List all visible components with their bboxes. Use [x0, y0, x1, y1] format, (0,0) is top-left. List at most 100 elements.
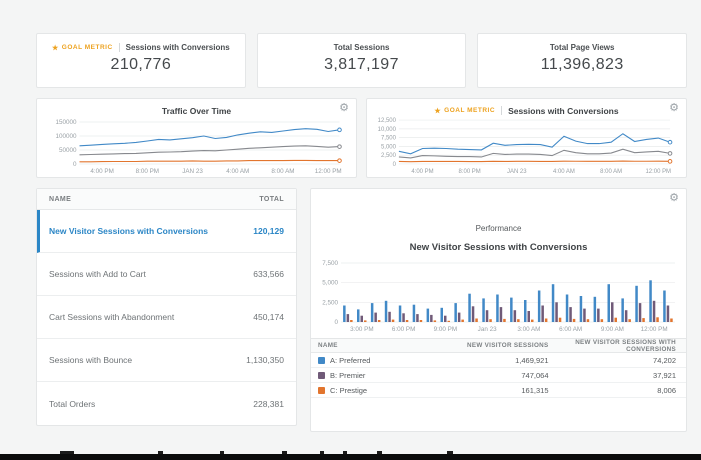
svg-text:JAN 23: JAN 23 [507, 169, 527, 175]
star-icon: ★ [51, 44, 59, 52]
svg-text:5,000: 5,000 [381, 144, 397, 150]
svg-text:6:00 PM: 6:00 PM [391, 326, 414, 333]
cropped-content-mark [377, 451, 382, 454]
metrics-table: NAME TOTAL New Visitor Sessions with Con… [36, 188, 297, 426]
metrics-table-header: NAME TOTAL [37, 189, 296, 210]
metric-total: 120,129 [253, 226, 284, 236]
chart-title: Sessions with Conversions [508, 105, 619, 116]
kpi-card-total-page-views: Total Page Views 11,396,823 [477, 33, 688, 88]
kpi-card-total-sessions: Total Sessions 3,817,197 [256, 33, 467, 88]
svg-text:4:00 AM: 4:00 AM [553, 169, 575, 175]
star-icon: ★ [434, 107, 442, 115]
kpi-card-label: Sessions with Conversions [125, 43, 230, 52]
metric-total: 228,381 [253, 398, 284, 409]
bar-chart-wrap: 0 2,500 5,000 7,500 3:00 PM 6:00 PM 9:00 PM Jan… [313, 257, 685, 335]
performance-table-header: NAME NEW VISITOR SESSIONS NEW VISITOR SE… [311, 339, 686, 353]
performance-table-body: A: Preferred 1,469,921 74,202 B: Premier 747… [311, 353, 686, 398]
kpi-card-sessions-with-conversions: ★ GOAL METRIC Sessions with Conversions 2… [36, 33, 246, 88]
svg-text:8:00 AM: 8:00 AM [600, 169, 622, 175]
segment-sessions: 161,315 [521, 385, 549, 395]
svg-text:0: 0 [73, 161, 77, 168]
svg-text:9:00 PM: 9:00 PM [433, 326, 456, 333]
new-visitor-sessions-bar-chart[interactable]: 0 2,500 5,000 7,500 3:00 PM 6:00 PM 9:00 PM Jan… [313, 257, 685, 335]
segment-sessions: 747,064 [521, 370, 549, 380]
svg-text:150000: 150000 [55, 119, 77, 126]
metric-total: 1,130,350 [246, 355, 284, 365]
svg-text:2,500: 2,500 [381, 153, 397, 159]
svg-text:JAN 23: JAN 23 [182, 168, 203, 175]
goal-metric-badge: ★ GOAL METRIC [52, 44, 113, 52]
metric-name: New Visitor Sessions with Conversions [49, 226, 209, 236]
svg-text:9:00 AM: 9:00 AM [600, 326, 623, 333]
cropped-content-mark [343, 451, 347, 454]
segment-conversions: 74,202 [653, 355, 676, 365]
svg-text:3:00 AM: 3:00 AM [517, 326, 540, 333]
goal-metric-label: GOAL METRIC [61, 44, 113, 51]
column-header-sessions: NEW VISITOR SESSIONS [467, 342, 549, 349]
segment-row[interactable]: B: Premier 747,064 37,921 [311, 368, 686, 383]
segment-name: C: Prestige [330, 385, 368, 395]
gear-icon[interactable]: ⚙ [669, 192, 679, 204]
segment-name: B: Premier [330, 370, 366, 380]
goal-metric-badge: ★ GOAL METRIC [434, 107, 495, 115]
kpi-card-label: Total Page Views [549, 43, 615, 52]
divider [501, 106, 503, 115]
svg-text:50000: 50000 [59, 147, 77, 154]
traffic-over-time-card: Traffic Over Time ⚙ 0 50000 100000 150000 4:… [36, 98, 357, 178]
column-header-total: TOTAL [259, 195, 284, 203]
svg-text:100000: 100000 [55, 133, 77, 140]
metric-name: Sessions with Bounce [49, 355, 133, 365]
cropped-content-mark [320, 451, 324, 454]
svg-text:0: 0 [334, 319, 338, 326]
segment-conversions: 8,006 [657, 385, 676, 395]
metric-row[interactable]: Sessions with Add to Cart 633,566 [37, 253, 296, 296]
goal-metric-label: GOAL METRIC [444, 107, 496, 114]
segment-name: A: Preferred [330, 355, 371, 365]
bottom-window-bar [0, 454, 701, 460]
metric-row[interactable]: New Visitor Sessions with Conversions 120… [37, 210, 296, 253]
gear-icon[interactable]: ⚙ [669, 102, 679, 114]
kpi-card-label: Total Sessions [333, 43, 390, 52]
cropped-content-mark [447, 451, 453, 454]
kpi-card-header: ★ GOAL METRIC Sessions with Conversions [37, 43, 245, 52]
svg-text:12:00 PM: 12:00 PM [315, 168, 342, 175]
cropped-content-mark [220, 451, 224, 454]
chart-title: Traffic Over Time [161, 105, 232, 116]
metric-name: Sessions with Add to Cart [49, 269, 146, 279]
column-header-name: NAME [318, 342, 338, 349]
legend-swatch-icon [318, 386, 325, 394]
gear-icon[interactable]: ⚙ [339, 102, 349, 114]
cropped-content-mark [282, 451, 287, 454]
svg-text:2,500: 2,500 [322, 299, 338, 306]
svg-text:12:00 PM: 12:00 PM [640, 326, 667, 333]
metric-row[interactable]: Cart Sessions with Abandonment 450,174 [37, 296, 296, 339]
column-header-conversions: NEW VISITOR SESSIONS WITH CONVERSIONS [575, 338, 676, 353]
traffic-over-time-chart[interactable]: 0 50000 100000 150000 4:00 PM 8:00 PM JAN 23 4:… [37, 117, 356, 177]
segment-row[interactable]: A: Preferred 1,469,921 74,202 [311, 353, 686, 368]
metric-total: 450,174 [253, 312, 284, 322]
kpi-card-value: 210,776 [110, 56, 172, 73]
sessions-with-conversions-chart[interactable]: 0 2,500 5,000 7,500 10,000 12,500 4:00 PM 8:00 … [367, 117, 686, 177]
performance-table: NAME NEW VISITOR SESSIONS NEW VISITOR SE… [311, 338, 686, 398]
svg-text:Jan 23: Jan 23 [477, 326, 496, 333]
segment-conversions: 37,921 [653, 370, 676, 380]
svg-text:7,500: 7,500 [322, 260, 338, 267]
kpi-card-value: 11,396,823 [540, 56, 624, 73]
metric-row[interactable]: Sessions with Bounce 1,130,350 [37, 339, 296, 382]
legend-swatch-icon [318, 371, 325, 379]
metric-row[interactable]: Total Orders 228,381 [37, 382, 296, 425]
segment-row[interactable]: C: Prestige 161,315 8,006 [311, 383, 686, 398]
svg-text:4:00 PM: 4:00 PM [90, 168, 113, 175]
svg-text:4:00 AM: 4:00 AM [226, 168, 249, 175]
svg-text:4:00 PM: 4:00 PM [411, 169, 433, 175]
bottom-row: NAME TOTAL New Visitor Sessions with Con… [36, 188, 687, 432]
kpi-row: ★ GOAL METRIC Sessions with Conversions 2… [36, 33, 688, 88]
column-header-name: NAME [49, 195, 72, 203]
svg-text:7,500: 7,500 [381, 136, 397, 142]
metrics-table-body: New Visitor Sessions with Conversions 120… [37, 210, 296, 425]
kpi-card-value: 3,817,197 [324, 56, 399, 73]
svg-text:8:00 PM: 8:00 PM [459, 169, 481, 175]
sessions-with-conversions-card: ★ GOAL METRIC Sessions with Conversions ⚙… [366, 98, 687, 178]
cropped-content-mark [60, 451, 74, 454]
